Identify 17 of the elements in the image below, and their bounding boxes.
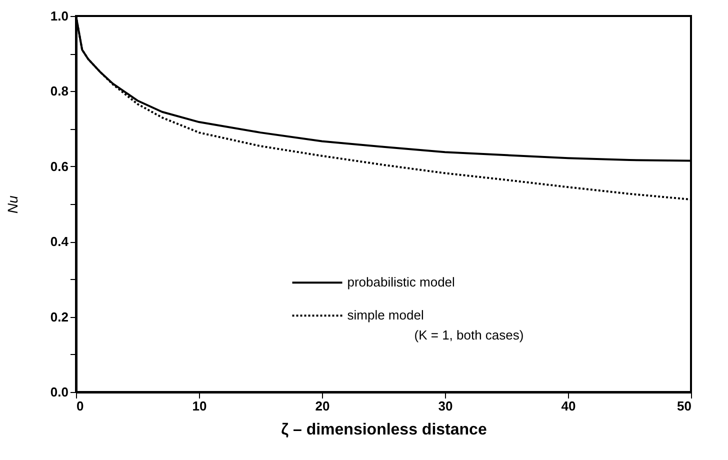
y-tick-label: 0.4 <box>50 234 70 250</box>
annotation: (K = 1, both cases) <box>414 328 524 343</box>
y-tick-label: 1.0 <box>50 8 68 24</box>
legend-label: probabilistic model <box>347 274 456 290</box>
x-tick-label: 0 <box>76 398 84 414</box>
y-tick-label: 0.2 <box>50 309 68 324</box>
x-tick-label: 50 <box>677 398 692 414</box>
y-axis-title: Nu <box>4 195 20 214</box>
x-tick-label: 20 <box>315 398 330 414</box>
x-tick-label: 30 <box>438 398 453 414</box>
legend-label: simple model <box>347 308 424 323</box>
y-tick-label: 0.6 <box>50 158 68 174</box>
x-axis-title: ζ – dimensionless distance <box>281 422 487 438</box>
x-tick-label: 10 <box>192 398 207 414</box>
y-tick-label: 0.8 <box>50 84 68 99</box>
y-tick-label: 0.0 <box>50 384 68 400</box>
x-tick-label: 40 <box>561 398 576 414</box>
